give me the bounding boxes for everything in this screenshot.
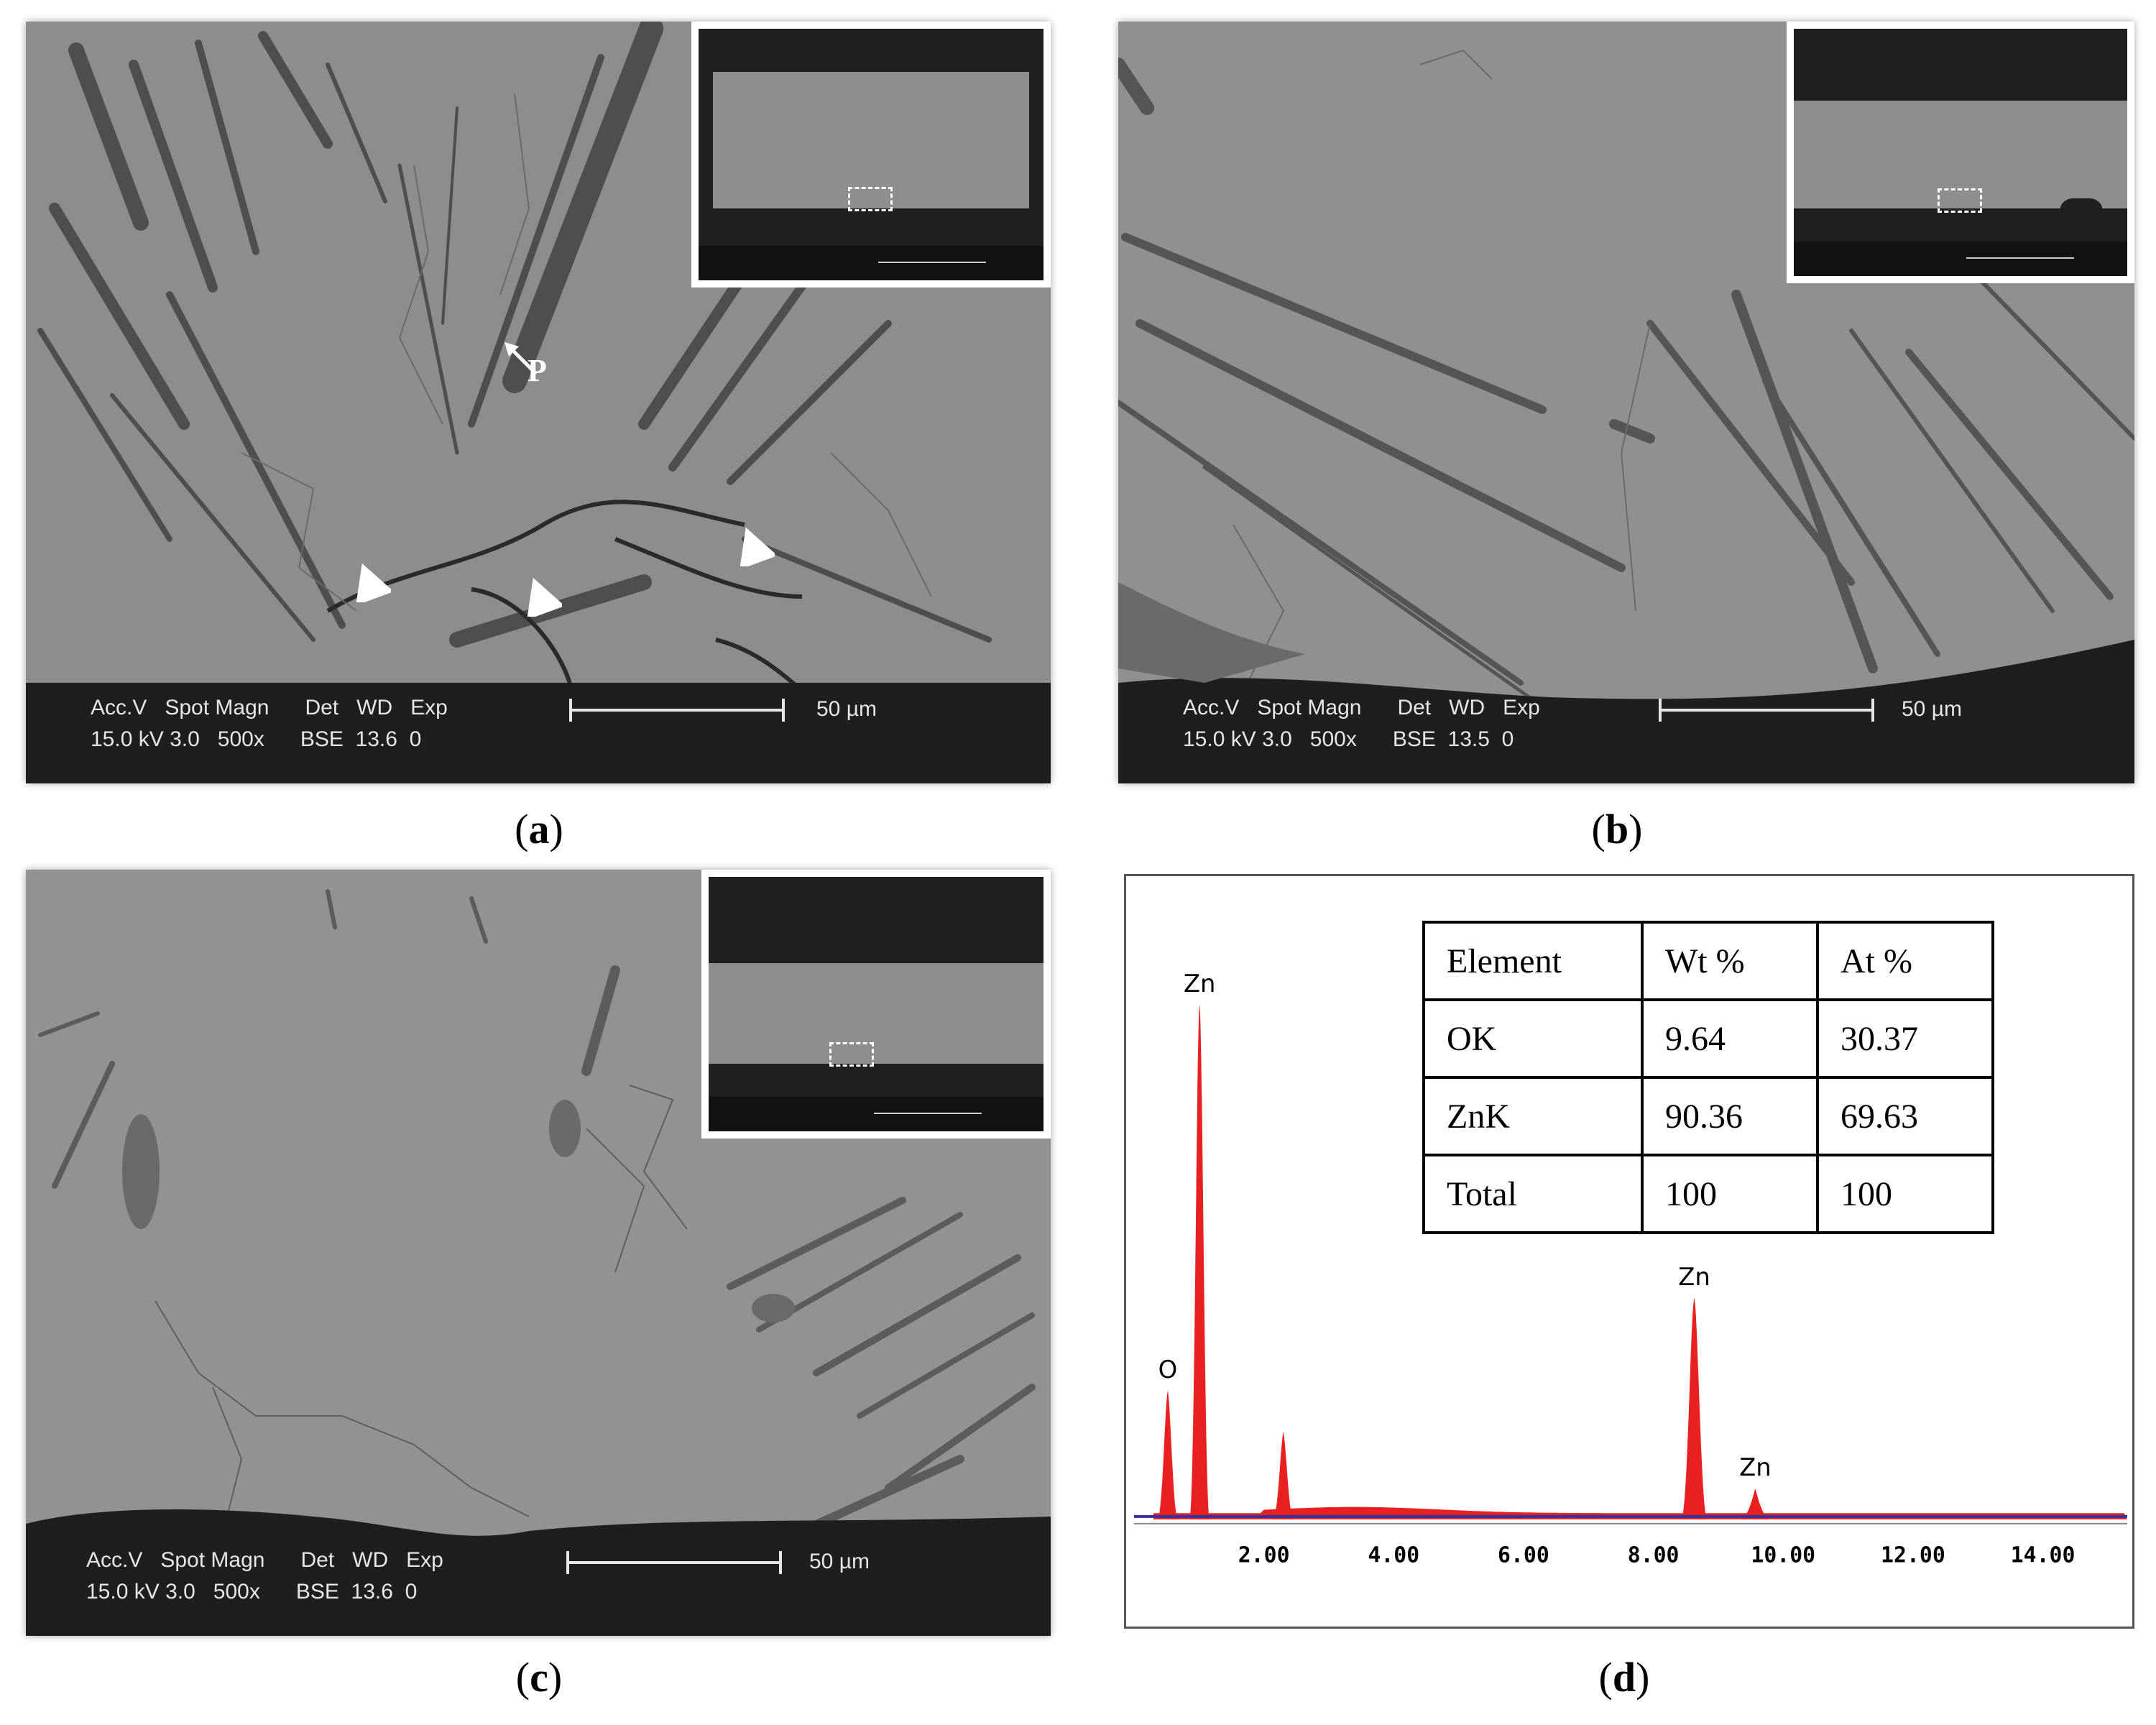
composition-table: Element Wt % At % OK 9.64 30.37 ZnK 90.3… [1422,921,1994,1234]
peak-label: Zn [1739,1453,1772,1481]
x-tick-label: 12.00 [1881,1543,1945,1568]
scale-label: 50 µm [809,1550,870,1573]
arrowhead-marker-2 [527,577,562,617]
spectrum-peak [1273,1432,1294,1519]
scale-label: 50 µm [1902,697,1962,721]
inset-overview-a [691,22,1051,288]
arrowhead-marker-3 [740,527,775,566]
spectrum-peak [1158,1390,1178,1519]
table-cell: 100 [1816,1154,1994,1234]
x-tick-label: 8.00 [1628,1543,1680,1568]
inset-region-box [848,187,893,211]
eds-spectrum-chart: O Zn Zn Zn 2.00 4.00 6.00 8.00 10.00 12.00 14.00 [1133,970,2128,1568]
scale-bar [1659,699,1874,722]
x-tick-label: 6.00 [1498,1543,1549,1568]
sem-panel-b: Acc.V Spot Magn Det WD Exp 15.0 kV 3.0 5… [1118,22,2134,783]
table-header-row: Element Wt % At % [1422,921,1994,1001]
table-cell: 100 [1641,1154,1819,1234]
table-row: OK 9.64 30.37 [1422,998,1994,1079]
table-header-cell: Element [1422,921,1644,1001]
table-cell: 30.37 [1816,998,1994,1079]
spectrum-peak [1681,1298,1708,1519]
spectrum-peak [1189,1004,1210,1519]
sem-databar: Acc.V Spot Magn Det WD Exp 15.0 kV 3.0 5… [26,1535,1051,1636]
peak-label: O [1158,1356,1178,1384]
table-cell: OK [1422,998,1644,1079]
p-phase-label: P [528,353,547,388]
table-header-cell: At % [1816,921,1994,1001]
databar-line-1: Acc.V Spot Magn Det WD Exp [91,696,448,719]
caption-a: (a) [515,806,563,852]
table-header-cell: Wt % [1641,921,1819,1001]
table-cell: Total [1422,1154,1644,1234]
inset-region-box [1938,188,1982,213]
sem-panel-a: P Acc.V Spot Magn Det WD Exp 15.0 kV 3.0… [26,22,1051,783]
caption-b: (b) [1591,806,1643,852]
spectrum-peak [1742,1488,1769,1519]
peak-label: Zn [1678,1263,1710,1291]
eds-spectrum-panel: O Zn Zn Zn 2.00 4.00 6.00 8.00 10.00 12.00 14.00 E… [1124,874,2134,1629]
databar-line-2: 15.0 kV 3.0 500x BSE 13.5 0 [1183,727,1514,751]
x-tick-label: 14.00 [2011,1543,2076,1568]
caption-c: (c) [515,1654,563,1701]
sem-databar: Acc.V Spot Magn Det WD Exp 15.0 kV 3.0 5… [1118,683,2134,783]
scale-label: 50 µm [816,697,877,721]
pointer-arrow-p [505,342,538,375]
x-tick-label: 2.00 [1238,1543,1290,1568]
table-cell: 90.36 [1641,1076,1819,1156]
scale-bar [569,699,785,722]
inset-region-box [829,1042,874,1067]
arrowhead-marker-1 [356,563,391,602]
table-row: ZnK 90.36 69.63 [1422,1076,1994,1156]
inset-overview-b [1787,22,2134,283]
table-row: Total 100 100 [1422,1154,1994,1234]
x-tick-label: 4.00 [1368,1543,1419,1568]
table-cell: 69.63 [1816,1076,1994,1156]
sem-panel-c: Acc.V Spot Magn Det WD Exp 15.0 kV 3.0 5… [26,870,1051,1636]
table-cell: 9.64 [1641,998,1819,1079]
x-tick-label: 10.00 [1751,1543,1815,1568]
table-cell: ZnK [1422,1076,1644,1156]
caption-d: (d) [1598,1654,1650,1701]
peak-label: Zn [1184,970,1216,998]
inset-overview-c [701,870,1051,1138]
databar-line-1: Acc.V Spot Magn Det WD Exp [86,1548,443,1572]
databar-line-2: 15.0 kV 3.0 500x BSE 13.6 0 [91,727,422,751]
sem-databar: Acc.V Spot Magn Det WD Exp 15.0 kV 3.0 5… [26,683,1051,783]
databar-line-1: Acc.V Spot Magn Det WD Exp [1183,696,1540,719]
databar-line-2: 15.0 kV 3.0 500x BSE 13.6 0 [86,1580,418,1604]
scale-bar [566,1551,782,1574]
